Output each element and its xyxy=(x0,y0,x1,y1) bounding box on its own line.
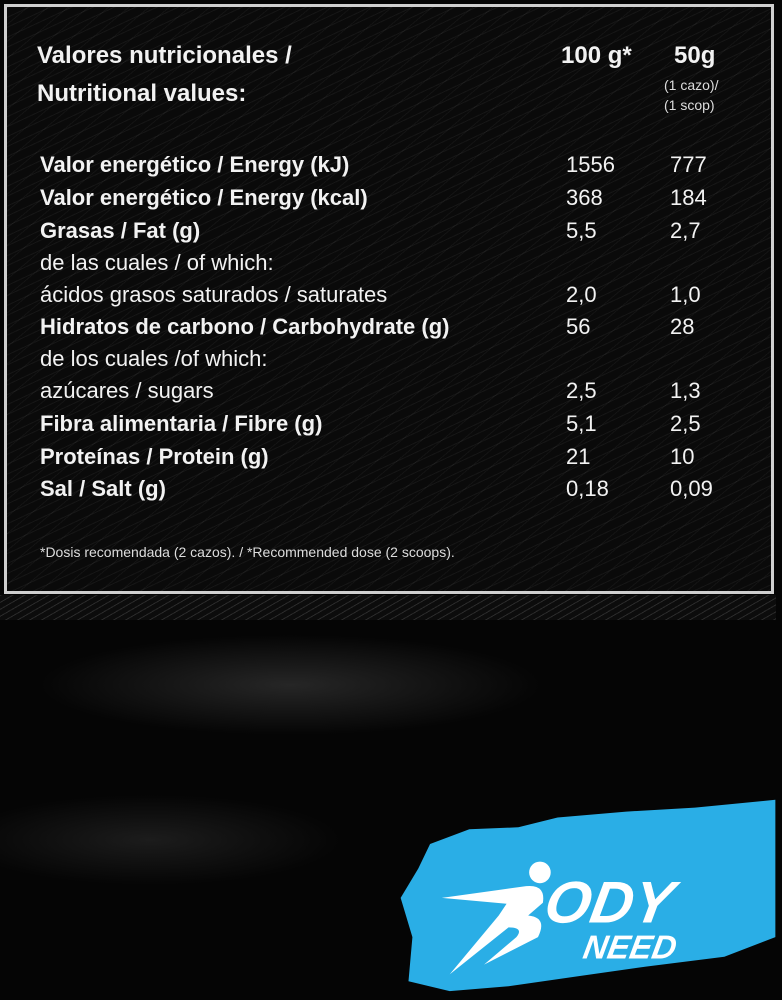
value-50g: 1,3 xyxy=(670,378,701,403)
table-row: Hidratos de carbono / Carbohydrate (g) 56… xyxy=(40,314,740,344)
texture-strip xyxy=(0,595,776,620)
value-50g: 2,7 xyxy=(670,218,701,243)
table-row: Grasas / Fat (g) 5,5 2,7 xyxy=(40,218,740,248)
nutrition-table: Valores nutricionales / Nutritional valu… xyxy=(4,4,774,594)
value-100g: 2,5 xyxy=(566,378,597,403)
value-100g: 56 xyxy=(566,314,591,339)
table-row: de los cuales /of which: xyxy=(40,346,740,376)
table-row: azúcares / sugars 2,5 1,3 xyxy=(40,378,740,408)
row-label: Grasas / Fat (g) xyxy=(40,218,201,243)
row-label: Hidratos de carbono / Carbohydrate (g) xyxy=(40,314,450,339)
value-100g: 2,0 xyxy=(566,282,597,307)
row-label: ácidos grasos saturados / saturates xyxy=(40,282,388,307)
col-50g-header: 50g xyxy=(674,42,716,69)
value-100g: 5,5 xyxy=(566,218,597,243)
body-need-logo: ODY NEED xyxy=(400,799,776,992)
row-label: de los cuales /of which: xyxy=(40,346,268,371)
value-100g: 1556 xyxy=(566,152,615,177)
value-100g: 368 xyxy=(566,185,603,210)
logo-line2: NEED xyxy=(580,930,679,967)
row-label: Valor energético / Energy (kJ) xyxy=(40,152,350,177)
col-100g-header: 100 g* xyxy=(561,42,632,69)
value-50g: 777 xyxy=(670,152,707,177)
value-100g: 21 xyxy=(566,444,591,469)
table-row: de las cuales / of which: xyxy=(40,250,740,280)
row-label: Fibra alimentaria / Fibre (g) xyxy=(40,411,323,436)
runner-head xyxy=(529,861,551,884)
row-label: azúcares / sugars xyxy=(40,378,214,403)
row-label: de las cuales / of which: xyxy=(40,250,274,275)
row-label: Valor energético / Energy (kcal) xyxy=(40,185,368,210)
value-50g: 2,5 xyxy=(670,411,701,436)
value-100g: 5,1 xyxy=(566,411,597,436)
table-row: ácidos grasos saturados / saturates 2,0 1,… xyxy=(40,282,740,312)
col-50g-sub1: (1 cazo)/ xyxy=(664,77,719,93)
col-50g-sub2: (1 scop) xyxy=(664,97,715,113)
value-100g: 0,18 xyxy=(566,476,609,501)
value-50g: 184 xyxy=(670,185,707,210)
footnote: *Dosis recomendada (2 cazos). / *Recomme… xyxy=(40,544,455,560)
table-row: Proteínas / Protein (g) 21 10 xyxy=(40,444,740,474)
logo-brush xyxy=(400,799,776,992)
table-row: Valor energético / Energy (kJ) 1556 777 xyxy=(40,152,740,182)
logo-line1: ODY xyxy=(540,869,685,935)
value-50g: 10 xyxy=(670,444,695,469)
value-50g: 28 xyxy=(670,314,695,339)
table-row: Fibra alimentaria / Fibre (g) 5,1 2,5 xyxy=(40,411,740,441)
row-label: Proteínas / Protein (g) xyxy=(40,444,269,469)
value-50g: 0,09 xyxy=(670,476,713,501)
runner-icon xyxy=(441,885,544,975)
table-row: Valor energético / Energy (kcal) 368 184 xyxy=(40,185,740,215)
title-es: Valores nutricionales / xyxy=(37,42,292,69)
value-50g: 1,0 xyxy=(670,282,701,307)
title-en: Nutritional values: xyxy=(37,80,247,107)
table-row: Sal / Salt (g) 0,18 0,09 xyxy=(40,476,740,506)
row-label: Sal / Salt (g) xyxy=(40,476,166,501)
